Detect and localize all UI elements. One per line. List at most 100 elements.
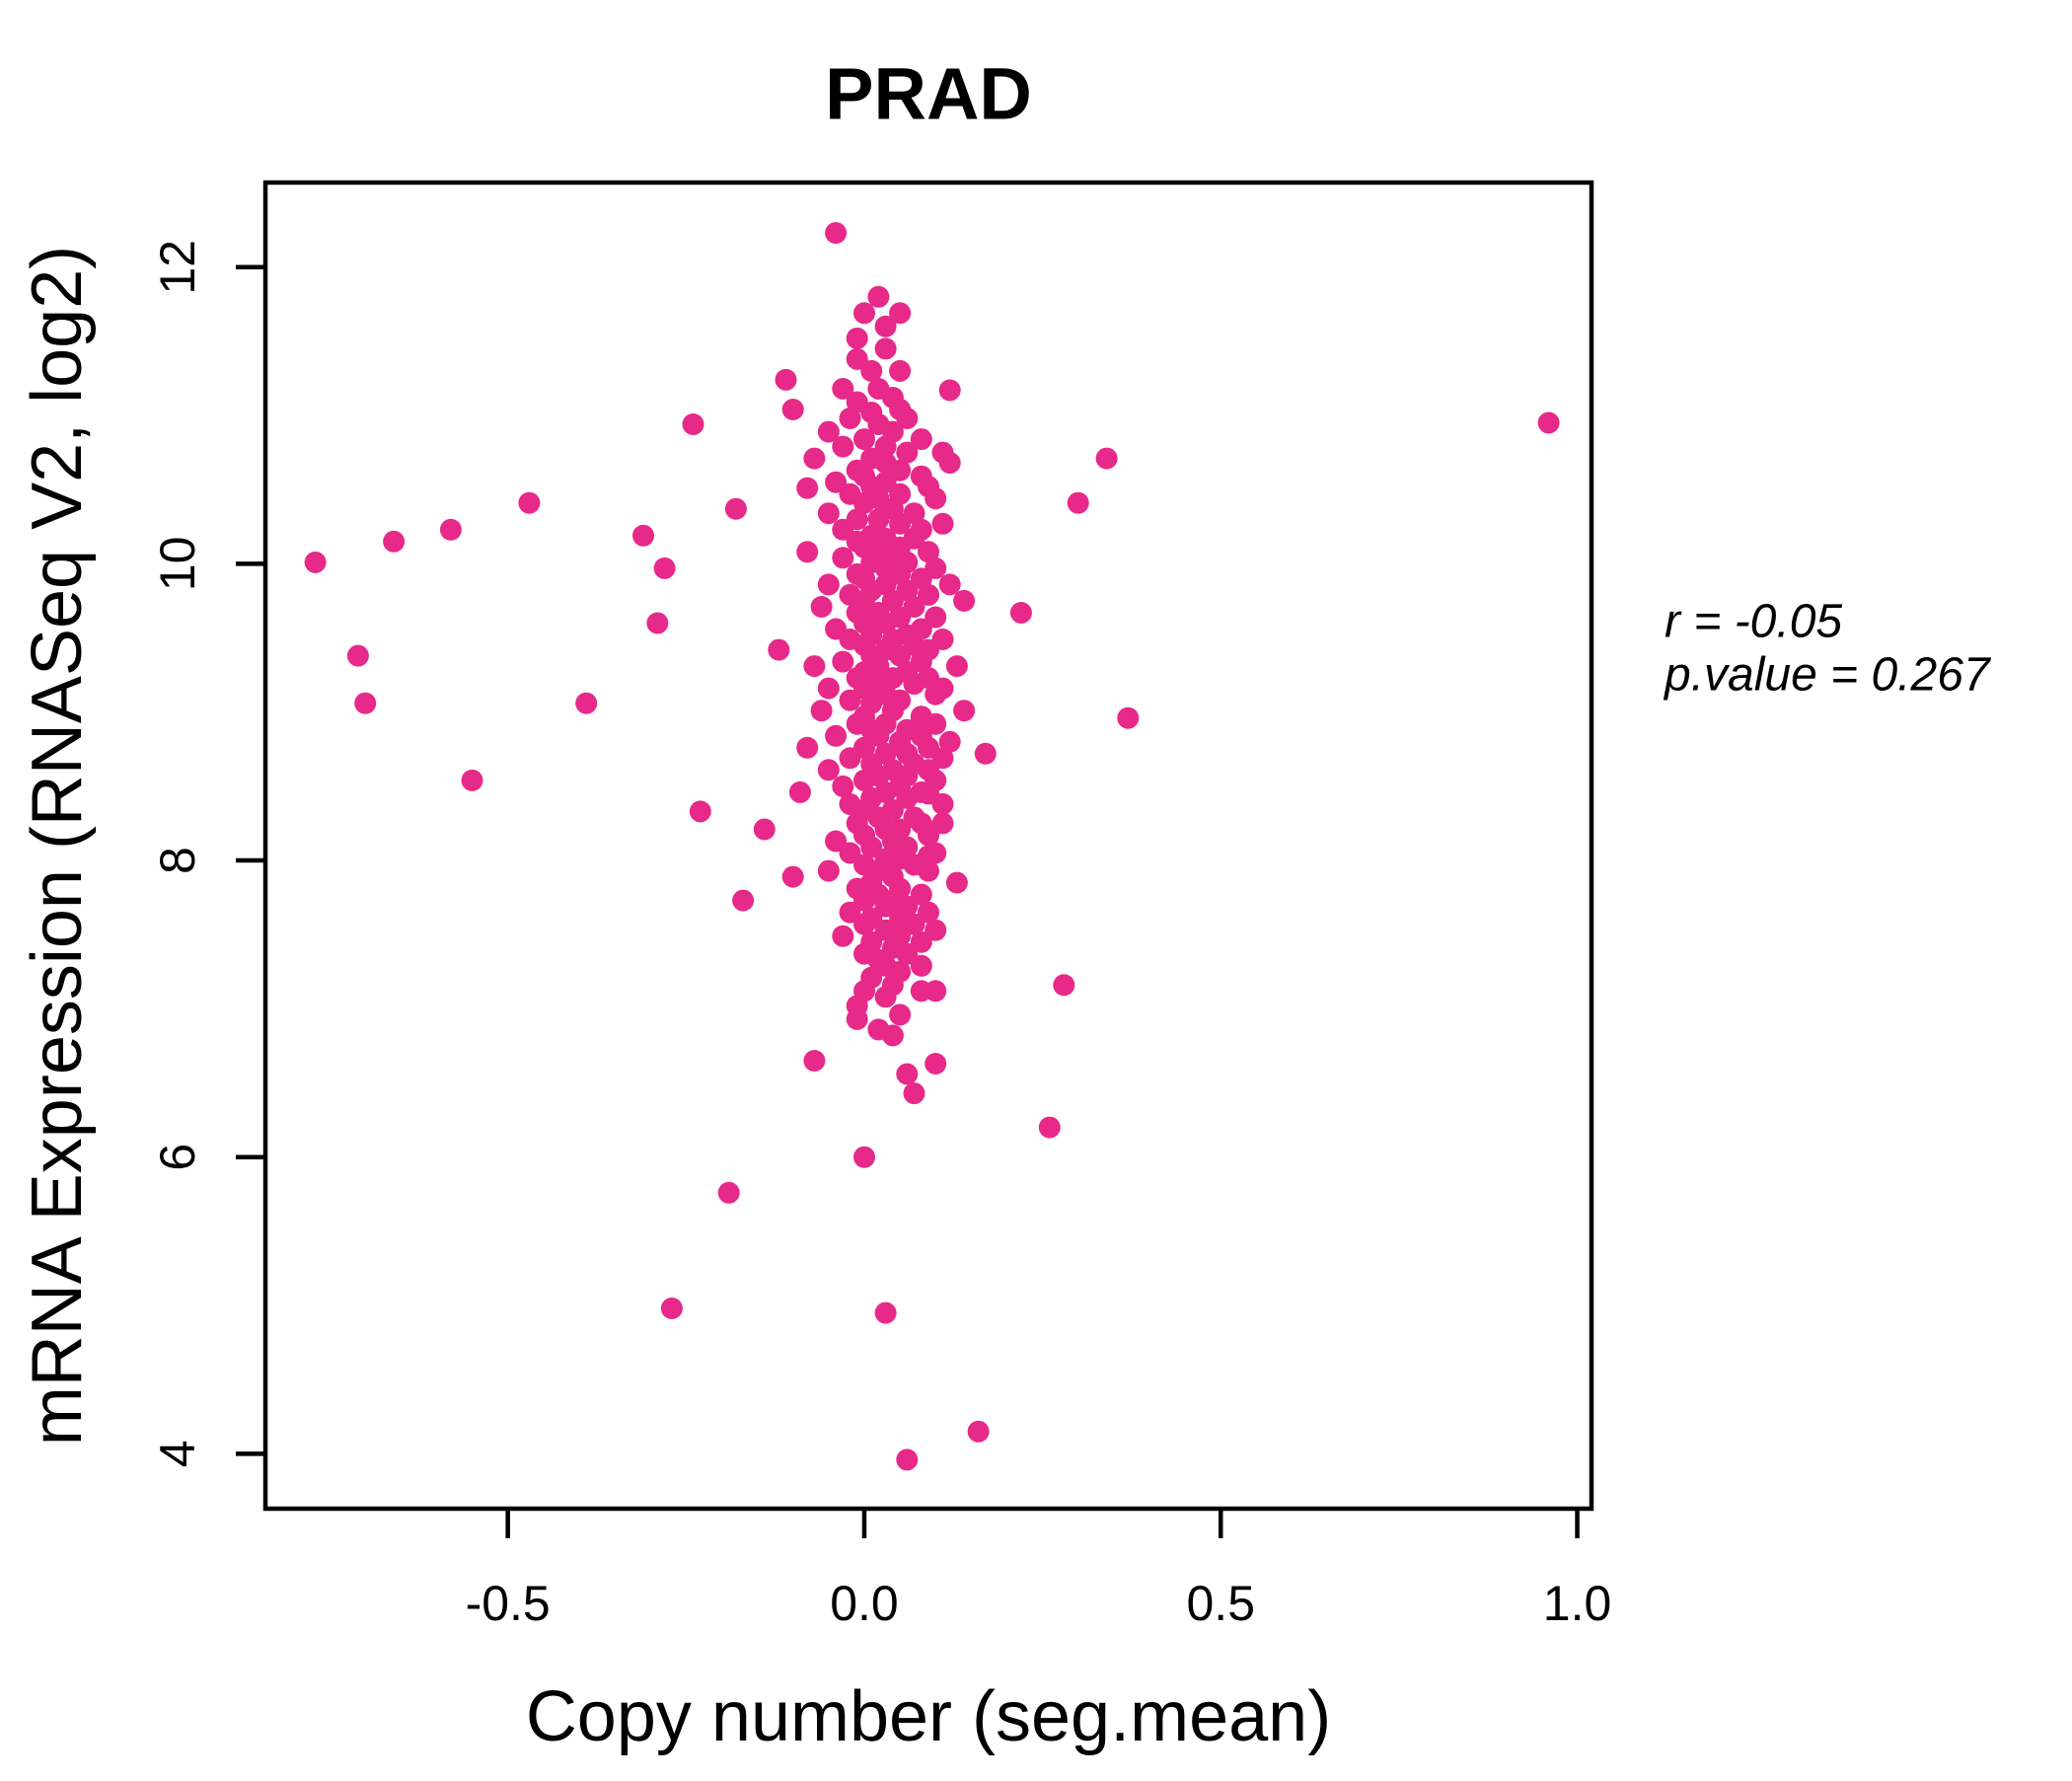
data-point[interactable] [874,612,897,634]
data-point[interactable] [938,379,961,402]
data-point[interactable] [853,913,875,935]
data-point[interactable] [768,638,790,661]
data-point[interactable] [839,842,861,864]
data-point[interactable] [853,889,875,912]
data-point[interactable] [781,399,804,420]
data-point[interactable] [874,337,897,360]
data-point[interactable] [796,541,819,563]
data-point[interactable] [938,573,961,596]
data-point[interactable] [925,919,947,941]
data-point[interactable] [1053,974,1075,997]
data-point[interactable] [1095,447,1118,470]
data-point[interactable] [874,986,897,1008]
data-point[interactable] [974,742,997,765]
data-point[interactable] [853,302,875,325]
data-point[interactable] [910,567,932,590]
data-point[interactable] [881,589,904,612]
data-point[interactable] [967,1420,990,1443]
data-point[interactable] [817,420,840,443]
data-point[interactable] [903,1082,925,1105]
data-point[interactable] [846,327,868,349]
data-point[interactable] [896,408,919,429]
data-point[interactable] [646,612,669,634]
data-point[interactable] [896,942,919,965]
data-point[interactable] [846,1007,868,1030]
data-point[interactable] [660,1298,683,1319]
data-point[interactable] [889,512,912,535]
data-point[interactable] [832,775,854,797]
data-point[interactable] [860,836,883,858]
data-point[interactable] [810,596,833,618]
data-point[interactable] [825,830,848,853]
data-point[interactable] [817,502,840,525]
data-point[interactable] [817,859,840,882]
data-point[interactable] [1038,1116,1061,1139]
data-point[interactable] [682,413,704,435]
data-point[interactable] [889,459,912,482]
data-point[interactable] [753,818,776,841]
data-point[interactable] [918,859,939,882]
data-point[interactable] [689,800,711,823]
data-point[interactable] [832,547,854,569]
data-point[interactable] [896,1448,919,1471]
data-point[interactable] [832,650,854,673]
data-point[interactable] [817,677,840,700]
data-point[interactable] [853,491,875,514]
data-point[interactable] [874,315,897,337]
data-point[interactable] [938,452,961,475]
data-point[interactable] [825,471,848,493]
data-point[interactable] [903,673,925,696]
data-point[interactable] [953,589,976,612]
data-point[interactable] [354,692,377,714]
data-point[interactable] [775,368,797,391]
data-point[interactable] [724,497,747,520]
data-point[interactable] [931,747,954,770]
data-point[interactable] [717,1181,740,1204]
data-point[interactable] [931,812,954,835]
data-point[interactable] [439,518,462,541]
data-point[interactable] [461,769,483,791]
data-point[interactable] [653,557,676,579]
data-point[interactable] [839,408,861,429]
data-point[interactable] [781,865,804,888]
data-point[interactable] [910,428,932,451]
data-point[interactable] [910,980,932,1002]
data-point[interactable] [931,512,954,535]
data-point[interactable] [931,792,954,815]
data-point[interactable] [918,583,939,606]
data-point[interactable] [383,530,406,553]
data-point[interactable] [889,1003,912,1026]
data-point[interactable] [953,700,976,722]
data-point[interactable] [896,1063,919,1085]
data-point[interactable] [889,302,912,325]
data-point[interactable] [910,930,932,953]
data-point[interactable] [839,901,861,924]
data-point[interactable] [896,441,919,464]
data-point[interactable] [853,428,875,451]
data-point[interactable] [732,889,755,912]
data-point[interactable] [839,689,861,711]
data-point[interactable] [889,359,912,382]
data-point[interactable] [860,359,883,382]
data-point[interactable] [810,700,833,722]
data-point[interactable] [832,925,854,947]
data-point[interactable] [853,1146,875,1168]
data-point[interactable] [1537,411,1560,434]
data-point[interactable] [832,435,854,458]
data-point[interactable] [1067,491,1089,514]
data-point[interactable] [304,551,327,573]
data-point[interactable] [918,541,939,563]
data-point[interactable] [874,1301,897,1324]
data-point[interactable] [796,477,819,499]
data-point[interactable] [925,683,947,705]
data-point[interactable] [796,736,819,759]
data-point[interactable] [910,954,932,977]
data-point[interactable] [925,487,947,510]
data-point[interactable] [896,786,919,809]
data-point[interactable] [632,524,654,547]
data-point[interactable] [803,447,826,470]
data-point[interactable] [867,508,890,531]
data-point[interactable] [918,901,939,924]
data-point[interactable] [925,712,947,735]
data-point[interactable] [874,895,897,918]
